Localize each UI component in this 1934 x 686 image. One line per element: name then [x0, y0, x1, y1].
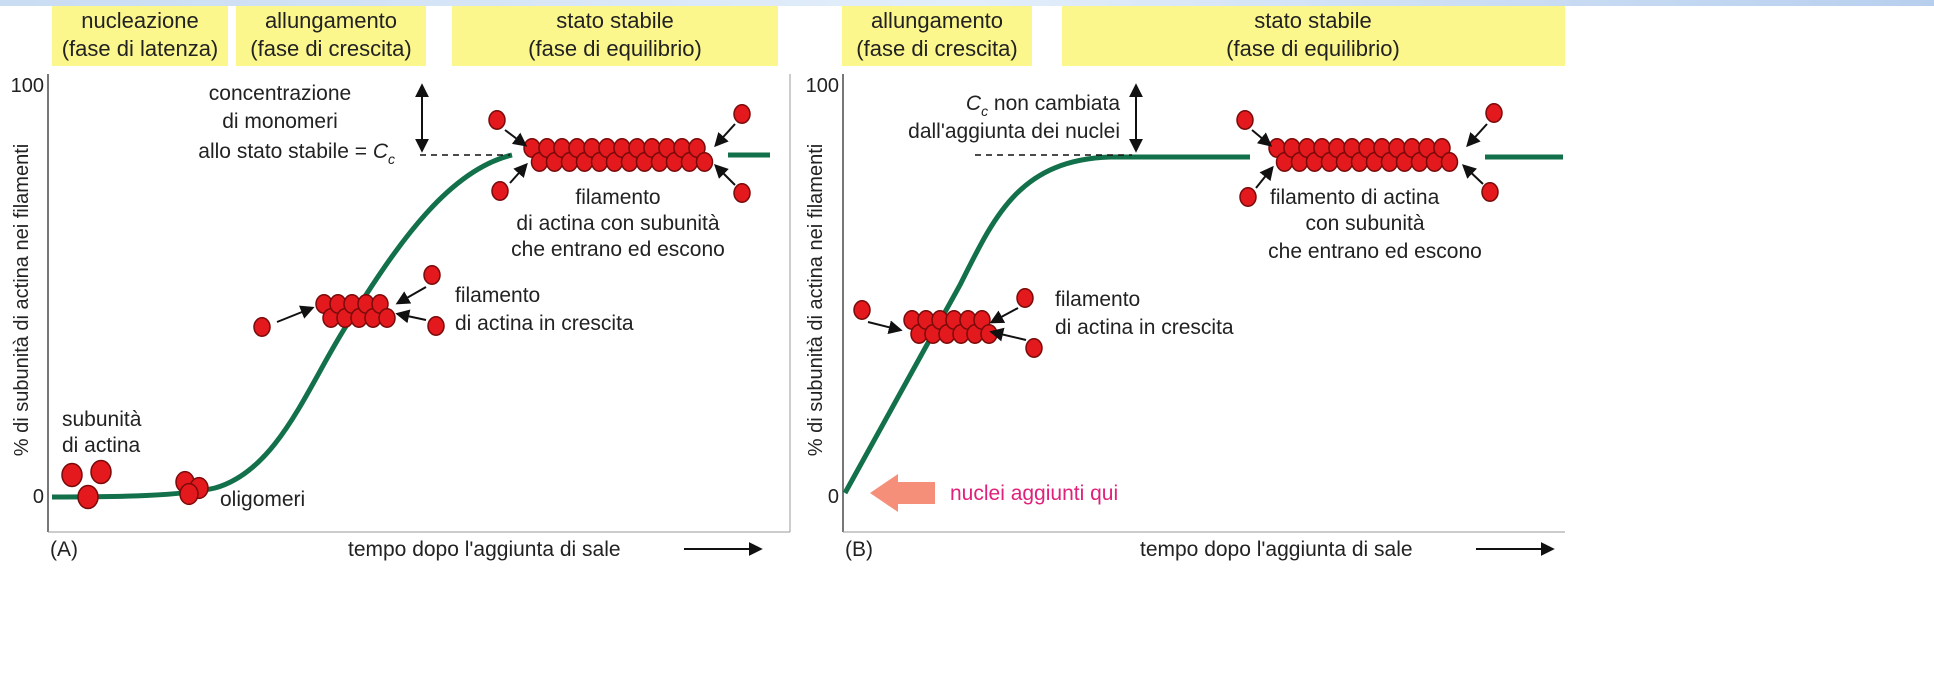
subunits-label: di actina	[62, 434, 141, 457]
oligomers-label: oligomeri	[220, 488, 305, 511]
small-arrow	[1252, 130, 1270, 145]
small-arrow	[277, 308, 312, 322]
actin-subunit	[78, 486, 98, 509]
small-arrow	[505, 130, 525, 145]
panel-label: (B)	[845, 538, 873, 561]
y-max: 100	[806, 75, 839, 97]
actin-subunit	[734, 105, 750, 123]
phase-sub: (fase di equilibrio)	[528, 36, 702, 61]
cc-note: concentrazione	[209, 82, 351, 105]
phase-name: stato stabile	[556, 8, 673, 33]
panel-a: nucleazione (fase di latenza) allungamen…	[11, 6, 790, 561]
small-arrow	[510, 165, 526, 183]
actin-subunit	[1017, 289, 1033, 307]
actin-subunit	[492, 182, 508, 200]
actin-subunit	[489, 111, 505, 129]
cc-note: Cc non cambiata	[966, 92, 1120, 119]
actin-subunit	[734, 184, 750, 202]
actin-subunit	[254, 318, 270, 336]
actin-subunit	[62, 464, 82, 487]
filament-label: che entrano ed escono	[1268, 240, 1482, 263]
filament-label: filamento	[575, 186, 660, 209]
actin-subunit	[428, 317, 444, 335]
actin-subunit	[1482, 183, 1498, 201]
small-arrow	[1468, 124, 1487, 145]
growing-label: di actina in crescita	[455, 312, 634, 335]
cc-note: dall'aggiunta dei nuclei	[908, 120, 1120, 143]
growing-label: filamento	[1055, 288, 1140, 311]
cc-note: allo stato stabile = Cc	[198, 140, 395, 167]
y-min: 0	[828, 486, 839, 508]
figure: nucleazione (fase di latenza) allungamen…	[0, 0, 1934, 686]
small-arrow	[716, 166, 735, 185]
small-arrow	[716, 124, 735, 145]
small-arrow	[398, 287, 426, 303]
y-min: 0	[33, 486, 44, 508]
nuclei-arrow	[870, 474, 935, 512]
page: {"panels": [ {"label": "(A)", "phases": …	[0, 0, 1934, 686]
growing-label: di actina in crescita	[1055, 316, 1234, 339]
small-arrow	[992, 308, 1018, 322]
actin-subunit	[697, 153, 713, 171]
phase-sub: (fase di crescita)	[856, 36, 1017, 61]
actin-subunit	[424, 266, 440, 284]
phase-name: stato stabile	[1254, 8, 1371, 33]
x-axis-title: tempo dopo l'aggiunta di sale	[348, 538, 621, 561]
actin-subunit	[180, 484, 198, 505]
panel-label: (A)	[50, 538, 78, 561]
actin-subunit	[1237, 111, 1253, 129]
filament-label: di actina con subunità	[516, 212, 719, 235]
actin-subunit	[854, 301, 870, 319]
cc-note: di monomeri	[222, 110, 338, 133]
filament-label: con subunità	[1305, 212, 1424, 235]
phase-sub: (fase di crescita)	[250, 36, 411, 61]
small-arrow	[1464, 166, 1483, 184]
growing-label: filamento	[455, 284, 540, 307]
actin-subunit	[1486, 104, 1502, 122]
small-arrow	[868, 322, 900, 330]
small-arrow	[398, 314, 426, 320]
actin-subunit	[1026, 339, 1042, 357]
actin-subunit	[91, 461, 111, 484]
subunits-label: subunità	[62, 408, 142, 431]
y-axis-title: % di subunità di actina nei filamenti	[11, 144, 33, 456]
panel-b: allungamento (fase di crescita) stato st…	[805, 6, 1565, 561]
y-axis-title: % di subunità di actina nei filamenti	[805, 144, 827, 456]
actin-subunit	[1240, 188, 1256, 206]
y-max: 100	[11, 75, 44, 97]
phase-name: allungamento	[871, 8, 1003, 33]
actin-subunit	[1442, 153, 1458, 171]
actin-subunit	[379, 309, 395, 327]
actin-subunit	[981, 325, 997, 343]
phase-sub: (fase di latenza)	[62, 36, 219, 61]
nuclei-label: nuclei aggiunti qui	[950, 482, 1118, 505]
top-bar	[0, 0, 1934, 6]
small-arrow	[1256, 168, 1272, 188]
filament-label: filamento di actina	[1270, 186, 1440, 209]
phase-name: allungamento	[265, 8, 397, 33]
phase-sub: (fase di equilibrio)	[1226, 36, 1400, 61]
x-axis-title: tempo dopo l'aggiunta di sale	[1140, 538, 1413, 561]
filament-label: che entrano ed escono	[511, 238, 725, 261]
phase-name: nucleazione	[81, 8, 198, 33]
